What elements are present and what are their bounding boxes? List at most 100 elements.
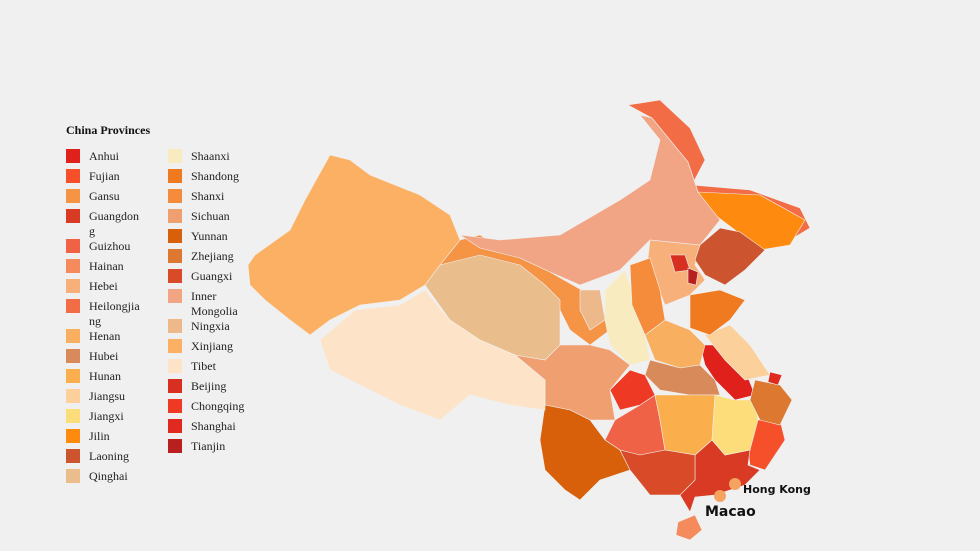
legend-item: Xinjiang xyxy=(168,339,263,359)
province xyxy=(644,359,721,396)
legend-swatch xyxy=(66,469,80,483)
legend-title: China Provinces xyxy=(66,123,151,137)
legend-swatch xyxy=(168,189,182,203)
legend-item: Tibet xyxy=(168,359,263,379)
legend-item: Jiangsu xyxy=(66,389,161,409)
province xyxy=(247,154,461,336)
legend-item: Hainan xyxy=(66,259,161,279)
legend-label: Shandong xyxy=(191,169,239,183)
legend-item: Shanghai xyxy=(168,419,263,439)
legend-swatch xyxy=(66,429,80,443)
legend-swatch xyxy=(66,239,80,253)
legend-column: Anhui Fujian Gansu Guangdong Guizhou Hainan He… xyxy=(66,149,161,489)
legend-item: Shanxi xyxy=(168,189,263,209)
legend-label: Gansu xyxy=(89,189,120,203)
legend-label: Jiangxi xyxy=(89,409,124,423)
legend-item: Zhejiang xyxy=(168,249,263,269)
legend-label: Shanxi xyxy=(191,189,225,203)
legend-item: Shandong xyxy=(168,169,263,189)
province xyxy=(579,289,606,331)
legend-swatch xyxy=(66,389,80,403)
legend-label: Shaanxi xyxy=(191,149,230,163)
legend-item: Guizhou xyxy=(66,239,161,259)
province xyxy=(629,257,666,336)
legend-swatch xyxy=(168,319,182,333)
legend-label: Zhejiang xyxy=(191,249,234,263)
legend-label: Tibet xyxy=(191,359,216,373)
legend-item: Hubei xyxy=(66,349,161,369)
legend-swatch xyxy=(168,169,182,183)
legend-swatch xyxy=(66,149,80,163)
province xyxy=(459,114,721,286)
legend-item: Anhui xyxy=(66,149,161,169)
legend-item: Sichuan xyxy=(168,209,263,229)
legend-swatch xyxy=(168,359,182,373)
legend-swatch xyxy=(66,329,80,343)
macao-label: Macao xyxy=(705,504,756,520)
legend-column: Shaanxi Shandong Shanxi Sichuan Yunnan Zhejia… xyxy=(168,149,263,459)
legend-label: Inner Mongolia xyxy=(191,289,238,318)
legend-swatch xyxy=(66,369,80,383)
hong-kong-label: Hong Kong xyxy=(743,483,811,496)
legend-item: Yunnan xyxy=(168,229,263,249)
legend-label: Hubei xyxy=(89,349,119,363)
legend-item: Shaanxi xyxy=(168,149,263,169)
legend-label: Hunan xyxy=(89,369,121,383)
legend-item: Guangxi xyxy=(168,269,263,289)
legend-label: Hebei xyxy=(89,279,118,293)
legend-item: Hebei xyxy=(66,279,161,299)
legend-label: Guangdong xyxy=(89,209,139,238)
province xyxy=(694,227,766,286)
legend-swatch xyxy=(168,419,182,433)
legend-item: Guangdong xyxy=(66,209,161,239)
province xyxy=(687,267,699,286)
legend-item: Tianjin xyxy=(168,439,263,459)
legend-label: Heilongjiang xyxy=(89,299,140,328)
legend-label: Ningxia xyxy=(191,319,230,333)
legend-swatch xyxy=(66,259,80,273)
hong-kong-dot xyxy=(729,478,741,490)
legend-swatch xyxy=(168,379,182,393)
legend-swatch xyxy=(168,229,182,243)
legend-swatch xyxy=(168,339,182,353)
province xyxy=(644,319,706,369)
province xyxy=(675,514,703,541)
legend-swatch xyxy=(66,209,80,223)
province xyxy=(539,404,631,501)
legend-item: Jiangxi xyxy=(66,409,161,429)
legend-label: Guangxi xyxy=(191,269,233,283)
legend-label: Hainan xyxy=(89,259,124,273)
province xyxy=(767,371,783,386)
legend-item: Qinghai xyxy=(66,469,161,489)
legend-swatch xyxy=(66,449,80,463)
legend-item: Laoning xyxy=(66,449,161,469)
legend-swatch xyxy=(66,169,80,183)
legend-item: Heilongjiang xyxy=(66,299,161,329)
legend-label: Anhui xyxy=(89,149,119,163)
legend-swatch xyxy=(168,399,182,413)
legend-label: Fujian xyxy=(89,169,120,183)
legend-label: Guizhou xyxy=(89,239,131,253)
legend-swatch xyxy=(168,149,182,163)
legend-label: Henan xyxy=(89,329,121,343)
legend-swatch xyxy=(168,209,182,223)
province xyxy=(749,379,793,426)
legend-swatch xyxy=(168,439,182,453)
legend-item: Hunan xyxy=(66,369,161,389)
legend-label: Qinghai xyxy=(89,469,128,483)
legend-label: Jiangsu xyxy=(89,389,125,403)
legend-label: Shanghai xyxy=(191,419,236,433)
province xyxy=(619,449,696,496)
legend-item: Jilin xyxy=(66,429,161,449)
legend-swatch xyxy=(168,249,182,263)
legend-label: Sichuan xyxy=(191,209,230,223)
legend-swatch xyxy=(168,289,182,303)
macao-dot xyxy=(714,490,726,502)
province xyxy=(711,394,759,456)
legend-swatch xyxy=(168,269,182,283)
legend-swatch xyxy=(66,349,80,363)
legend-item: Henan xyxy=(66,329,161,349)
legend-label: Laoning xyxy=(89,449,129,463)
